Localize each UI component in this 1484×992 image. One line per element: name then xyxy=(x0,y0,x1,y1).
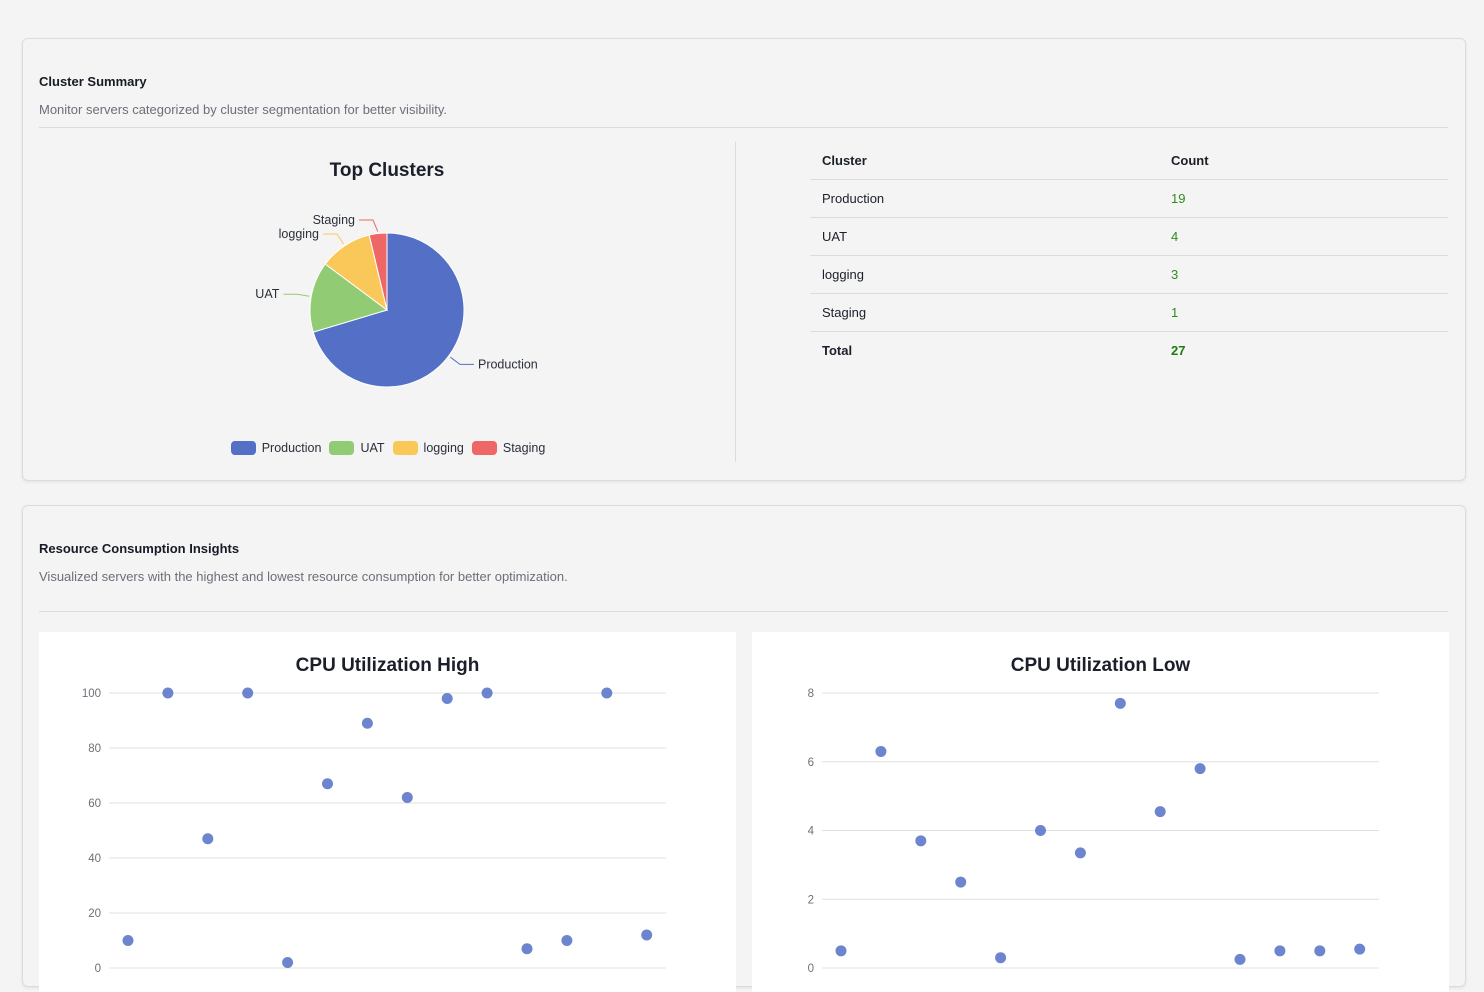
cpu-high-data-point[interactable] xyxy=(282,957,294,968)
table-row: Staging 1 xyxy=(810,294,1448,332)
cpu-low-y-tick-label: 8 xyxy=(808,688,814,700)
total-label-cell: Total xyxy=(822,343,853,358)
table-row: UAT 4 xyxy=(810,218,1448,256)
pie-slice-production[interactable] xyxy=(312,232,465,388)
cluster-name-cell: UAT xyxy=(822,229,848,244)
pie-leader-logging xyxy=(322,233,345,245)
legend-item-uat[interactable]: UAT xyxy=(329,441,385,455)
cpu-high-data-point[interactable] xyxy=(561,935,573,946)
cpu-high-y-tick-label: 0 xyxy=(95,963,101,975)
legend-swatch-uat xyxy=(329,441,355,455)
legend-item-staging[interactable]: Staging xyxy=(471,441,546,455)
cpu-low-data-point[interactable] xyxy=(995,952,1007,964)
vertical-divider xyxy=(735,142,736,462)
legend-item-production[interactable]: Production xyxy=(230,441,322,455)
cpu-low-data-point[interactable] xyxy=(1194,763,1206,775)
cluster-name-cell: Production xyxy=(822,191,885,206)
cpu-low-y-tick-label: 2 xyxy=(808,894,814,906)
cpu-high-data-point[interactable] xyxy=(441,693,453,704)
legend-label-staging: Staging xyxy=(502,441,546,455)
cpu-low-data-point[interactable] xyxy=(1234,953,1246,965)
cluster-summary-description: Monitor servers categorized by cluster s… xyxy=(39,102,447,117)
cpu-low-data-point[interactable] xyxy=(1114,697,1126,709)
cpu-low-data-point[interactable] xyxy=(1314,945,1326,957)
legend-swatch-logging xyxy=(392,441,418,455)
cpu-low-y-tick-label: 0 xyxy=(808,963,814,975)
legend-label-uat: UAT xyxy=(360,441,385,455)
cpu-low-y-tick-label: 6 xyxy=(808,757,814,769)
pie-label-logging: logging xyxy=(279,227,319,241)
pie-leader-uat xyxy=(283,293,310,297)
pie-label-production: Production xyxy=(478,357,538,371)
cpu-low-data-point[interactable] xyxy=(1035,825,1046,836)
cluster-count-cell: 1 xyxy=(1171,305,1179,320)
table-total-row: Total 27 xyxy=(810,332,1448,369)
total-count-cell: 27 xyxy=(1171,343,1186,358)
pie-legend: Production UAT logging Staging xyxy=(23,441,753,455)
cpu-low-data-point[interactable] xyxy=(835,945,847,957)
cpu-high-data-point[interactable] xyxy=(361,717,373,729)
cpu-high-y-tick-label: 20 xyxy=(88,908,101,920)
pie-label-uat: UAT xyxy=(255,287,279,301)
cpu-high-data-point[interactable] xyxy=(122,935,134,946)
cluster-count-cell: 3 xyxy=(1171,267,1179,282)
column-header-count: Count xyxy=(1171,153,1209,168)
cpu-high-y-tick-label: 40 xyxy=(88,853,101,865)
table-header-row: Cluster Count xyxy=(810,142,1448,180)
cluster-table: Cluster Count Production 19 UAT 4 loggin… xyxy=(810,142,1448,369)
divider xyxy=(39,611,1448,612)
pie-slice-staging[interactable] xyxy=(368,232,388,311)
cpu-low-data-point[interactable] xyxy=(1274,945,1286,957)
cluster-name-cell: logging xyxy=(822,267,864,282)
cpu-high-data-point[interactable] xyxy=(641,929,653,941)
cpu-high-y-tick-label: 60 xyxy=(88,798,101,810)
table-row: Production 19 xyxy=(810,180,1448,218)
pie-chart-title: Top Clusters xyxy=(329,160,445,181)
cluster-count-cell: 4 xyxy=(1171,229,1179,244)
pie-leader-production xyxy=(450,356,474,365)
cpu-high-data-point[interactable] xyxy=(162,687,174,699)
resource-insights-description: Visualized servers with the highest and … xyxy=(39,569,568,584)
cpu-low-chart-panel: CPU Utilization Low 0 2 4 6 8 xyxy=(752,632,1449,992)
cpu-low-data-point[interactable] xyxy=(1154,806,1166,818)
cpu-low-data-point[interactable] xyxy=(955,876,967,888)
cpu-high-chart-panel: CPU Utilization High 0 20 40 60 80 100 xyxy=(39,632,736,992)
legend-label-logging: logging xyxy=(423,441,464,455)
column-header-cluster: Cluster xyxy=(822,153,867,168)
cpu-high-y-tick-label: 80 xyxy=(88,743,101,755)
cluster-summary-card: Cluster Summary Monitor servers categori… xyxy=(22,38,1466,481)
resource-insights-title: Resource Consumption Insights xyxy=(39,541,240,556)
cpu-low-data-point[interactable] xyxy=(915,835,927,847)
divider xyxy=(39,127,1448,128)
pie-slice-uat[interactable] xyxy=(309,263,389,333)
legend-label-production: Production xyxy=(261,441,322,455)
cluster-name-cell: Staging xyxy=(822,305,867,320)
cluster-summary-title: Cluster Summary xyxy=(39,74,147,89)
legend-swatch-production xyxy=(230,441,256,455)
cpu-low-y-tick-label: 4 xyxy=(808,826,815,838)
resource-insights-card: Resource Consumption Insights Visualized… xyxy=(22,505,1466,992)
cpu-high-scatter-svg: 0 20 40 60 80 100 xyxy=(82,687,666,975)
cpu-low-data-point[interactable] xyxy=(1354,943,1366,955)
cpu-low-scatter-svg: 0 2 4 6 8 xyxy=(808,688,1379,975)
cpu-low-chart-title: CPU Utilization Low xyxy=(1010,655,1191,676)
cpu-high-data-point[interactable] xyxy=(242,687,254,699)
cpu-high-data-point[interactable] xyxy=(401,792,413,803)
legend-swatch-staging xyxy=(471,441,497,455)
pie-label-staging: Staging xyxy=(313,213,355,227)
cpu-high-data-point[interactable] xyxy=(481,687,493,699)
pie-leader-staging xyxy=(359,219,379,232)
cpu-high-chart-title: CPU Utilization High xyxy=(295,655,480,676)
cpu-high-data-point[interactable] xyxy=(521,943,533,955)
cpu-high-data-point[interactable] xyxy=(601,687,613,699)
cluster-count-cell: 19 xyxy=(1171,191,1186,206)
legend-item-logging[interactable]: logging xyxy=(392,441,464,455)
cpu-high-data-point[interactable] xyxy=(322,778,333,790)
cpu-low-data-point[interactable] xyxy=(875,745,887,757)
cpu-high-y-tick-label: 100 xyxy=(82,688,101,700)
table-row: logging 3 xyxy=(810,256,1448,294)
cpu-high-data-point[interactable] xyxy=(202,833,214,845)
cpu-low-data-point[interactable] xyxy=(1074,847,1086,859)
